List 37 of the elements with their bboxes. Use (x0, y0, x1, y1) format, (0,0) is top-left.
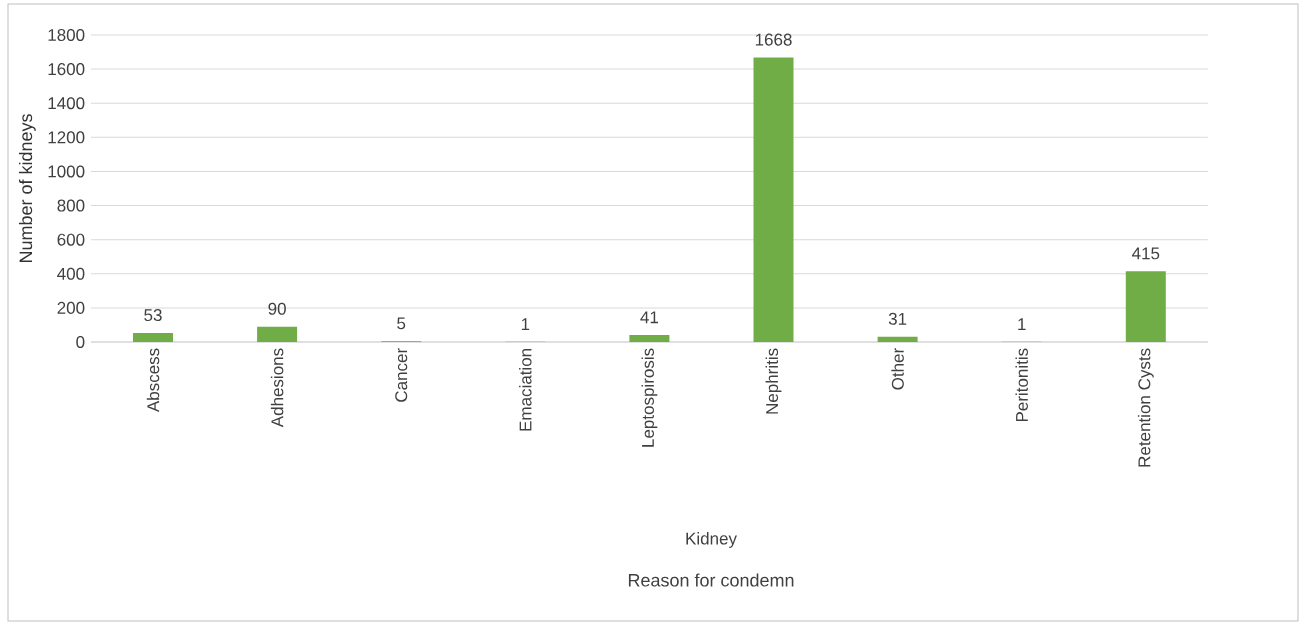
y-tick-label: 1400 (48, 97, 85, 110)
text: Reason for condemn (628, 573, 794, 587)
data-label: 5 (397, 317, 406, 330)
y-tick-label: 200 (57, 301, 85, 314)
x-tick-label: Emaciation (519, 348, 532, 431)
bar (257, 326, 298, 342)
y-tick-label: 1000 (48, 165, 85, 178)
y-tick-label: 1200 (48, 131, 85, 144)
y-tick-label: 400 (57, 267, 85, 280)
data-label: 41 (640, 311, 659, 324)
bar (629, 335, 670, 342)
x-tick-label: Nephritis (765, 348, 782, 414)
y-axis-title: Number of kidneys (18, 114, 36, 263)
bar (753, 57, 794, 342)
data-label: 1668 (755, 33, 792, 46)
x-tick-label: Adhesions (270, 348, 284, 428)
y-tick-label: 0 (76, 335, 85, 349)
data-label: 1 (1018, 318, 1026, 330)
x-tick-label: Leptospirosis (641, 348, 658, 447)
x-tick-label: Other (891, 348, 904, 390)
data-label: 53 (144, 309, 162, 322)
data-label: 415 (1132, 247, 1160, 260)
data-label: 1 (521, 318, 530, 330)
y-tick-label: 1800 (48, 28, 85, 42)
data-label: 31 (888, 312, 907, 325)
data-label: 90 (268, 302, 286, 315)
y-tick-label: 600 (57, 233, 85, 246)
x-tick-label: Peritonitis (1015, 348, 1028, 422)
y-tick-label: 1600 (48, 63, 85, 76)
x-tick-label: Abscess (146, 348, 160, 413)
text: Kidney (686, 532, 737, 548)
y-tick-label: 800 (57, 199, 85, 212)
bar (1125, 271, 1166, 342)
x-tick-label: Cancer (395, 348, 408, 402)
x-tick-label: Retention Cysts (1137, 348, 1154, 467)
bar (133, 332, 173, 342)
bar (877, 336, 918, 342)
